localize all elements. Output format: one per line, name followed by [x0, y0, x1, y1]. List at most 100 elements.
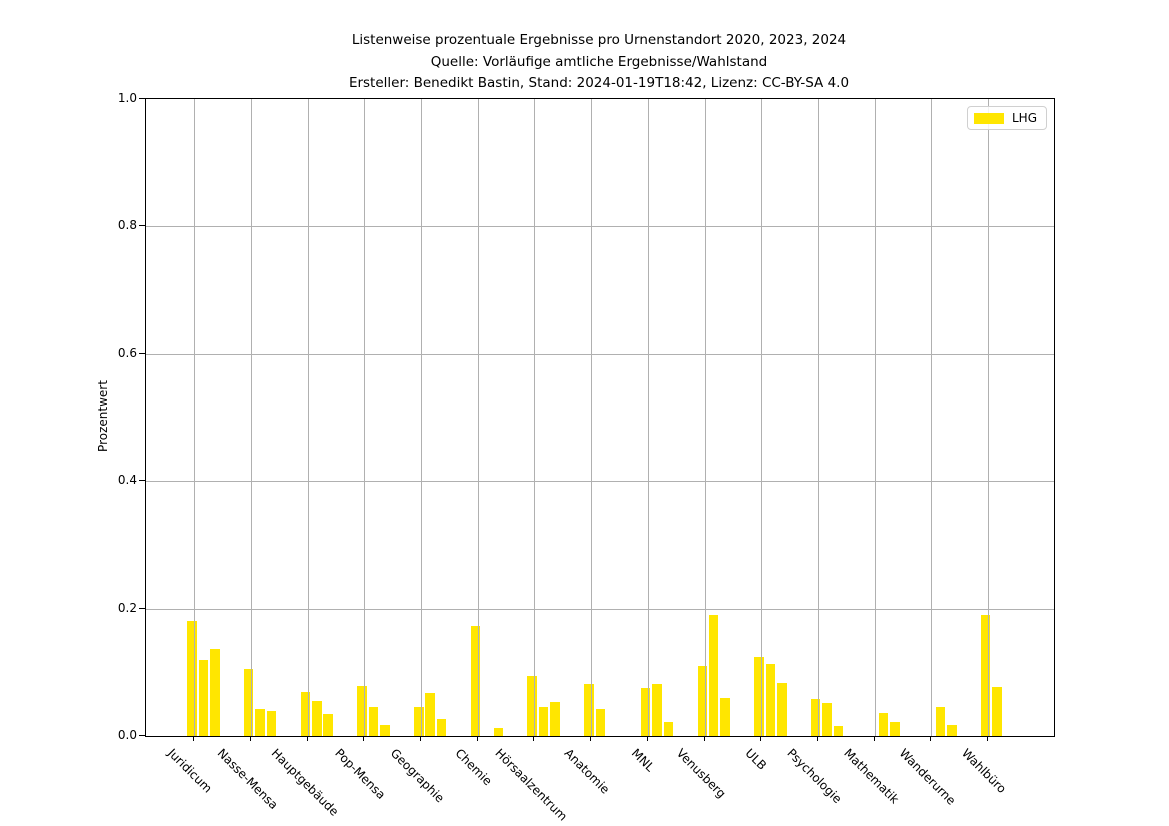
gridline-vertical	[761, 99, 763, 736]
x-tick-mark	[533, 736, 535, 741]
legend-swatch-lhg	[973, 112, 1004, 124]
gridline-horizontal	[146, 608, 1054, 610]
bar-juridicum-2023	[198, 660, 209, 736]
bar-nasse-mensa-2024	[266, 710, 277, 736]
gridline-vertical	[421, 99, 423, 736]
x-tick-mark	[703, 736, 705, 741]
gridline-horizontal	[146, 353, 1054, 355]
bar-geographie-2024	[436, 718, 447, 736]
y-tick-mark	[139, 735, 145, 736]
bar-anatomie-2020	[584, 683, 594, 736]
bar-hauptgebäude-2024	[323, 713, 333, 736]
gridline-vertical	[874, 99, 876, 736]
gridline-vertical	[704, 99, 706, 736]
y-tick-label-0.4: 0.4	[117, 473, 137, 488]
gridline-vertical	[591, 99, 593, 736]
y-tick-mark	[139, 480, 145, 482]
x-tick-label-pop-mensa: Pop-Mensa	[332, 746, 389, 802]
x-tick-label-mnl: MNL	[628, 746, 657, 775]
y-tick-label-0.6: 0.6	[117, 345, 137, 360]
x-tick-label-anatomie: Anatomie	[561, 746, 613, 797]
x-tick-mark	[306, 736, 308, 741]
gridline-vertical	[817, 99, 819, 736]
bar-mnl-2023	[652, 684, 662, 736]
x-tick-label-juridicum: Juridicum	[165, 746, 216, 796]
x-tick-label-chemie: Chemie	[452, 746, 495, 789]
bar-nasse-mensa-2020	[243, 669, 254, 736]
bar-geographie-2020	[414, 707, 424, 736]
x-tick-label-psychologie: Psychologie	[784, 746, 845, 807]
title-line-2: Quelle: Vorläufige amtliche Ergebnisse/W…	[430, 53, 768, 70]
y-tick-label-0.8: 0.8	[117, 218, 137, 233]
gridline-vertical	[250, 99, 252, 736]
gridline-vertical	[534, 99, 536, 736]
bar-anatomie-2023	[595, 708, 606, 736]
bar-hörsaalzentrum-2024	[550, 702, 560, 736]
x-tick-label-ulb: ULB	[742, 746, 770, 773]
bar-venusberg-2024	[720, 697, 730, 736]
x-tick-label-hauptgebäude: Hauptgebäude	[268, 746, 342, 819]
x-tick-label-wanderurne: Wanderurne	[896, 746, 959, 808]
bar-mathematik-2024	[890, 722, 900, 736]
bar-juridicum-2020	[187, 621, 197, 736]
bar-hörsaalzentrum-2023	[538, 706, 549, 736]
x-tick-mark	[930, 736, 932, 741]
y-tick-label-0.0: 0.0	[117, 728, 137, 742]
gridline-vertical	[931, 99, 933, 736]
x-tick-label-wahlbüro: Wahlbüro	[958, 746, 1009, 796]
gridline-vertical	[647, 99, 649, 736]
bar-nasse-mensa-2023	[255, 709, 265, 736]
title-line-3: Ersteller: Benedikt Bastin, Stand: 2024-…	[348, 75, 850, 91]
bar-venusberg-2020	[697, 665, 707, 736]
gridline-vertical	[987, 99, 989, 736]
gridline-horizontal	[146, 481, 1054, 483]
gridline-vertical	[194, 99, 196, 736]
bar-pop-mensa-2020	[357, 685, 367, 736]
bar-ulb-2020	[754, 657, 764, 736]
gridline-vertical	[477, 99, 479, 736]
bar-wanderurne-2024	[947, 725, 957, 736]
x-tick-mark	[760, 736, 762, 741]
x-tick-label-venusberg: Venusberg	[673, 746, 729, 801]
bar-chemie-2024	[493, 728, 504, 736]
gridline-vertical	[307, 99, 309, 736]
bar-ulb-2024	[777, 683, 787, 736]
bar-pop-mensa-2024	[380, 724, 390, 736]
title-line-1: Listenweise prozentuale Ergebnisse pro U…	[351, 32, 847, 48]
gridline-vertical	[364, 99, 366, 736]
plot-area: LHG	[145, 98, 1055, 737]
y-tick-label-0.2: 0.2	[117, 600, 137, 615]
x-tick-mark	[249, 736, 251, 741]
x-tick-label-geographie: Geographie	[387, 746, 448, 806]
bar-psychologie-2023	[822, 702, 832, 736]
x-tick-label-mathematik: Mathematik	[840, 746, 902, 807]
bar-psychologie-2024	[833, 726, 844, 736]
bar-geographie-2023	[425, 692, 435, 736]
bar-mnl-2020	[640, 687, 651, 736]
y-tick-mark	[139, 98, 145, 99]
y-tick-mark	[139, 352, 145, 354]
bar-juridicum-2024	[210, 649, 220, 736]
y-tick-mark	[139, 607, 145, 609]
y-tick-mark	[139, 225, 145, 227]
x-tick-mark	[193, 736, 195, 741]
x-tick-label-hörsaalzentrum: Hörsaalzentrum	[492, 746, 571, 824]
bar-ulb-2023	[765, 664, 776, 736]
bar-mnl-2024	[663, 722, 674, 736]
y-axis-label: Prozentwert	[96, 380, 110, 452]
legend-label-lhg: LHG	[1011, 111, 1037, 125]
bar-venusberg-2023	[708, 614, 719, 736]
legend: LHG	[966, 106, 1047, 130]
gridline-horizontal	[146, 226, 1054, 228]
bar-wahlbüro-2023	[992, 686, 1002, 736]
bar-hauptgebäude-2023	[312, 700, 322, 736]
bar-hörsaalzentrum-2020	[527, 676, 537, 736]
bar-chemie-2020	[470, 625, 481, 736]
bar-pop-mensa-2023	[368, 706, 379, 736]
x-tick-mark	[873, 736, 875, 741]
bar-wahlbüro-2020	[980, 614, 991, 736]
y-tick-label-1.0: 1.0	[117, 91, 137, 105]
bar-wanderurne-2023	[935, 706, 946, 736]
chart-title: Listenweise prozentuale Ergebnisse pro U…	[145, 30, 1053, 95]
